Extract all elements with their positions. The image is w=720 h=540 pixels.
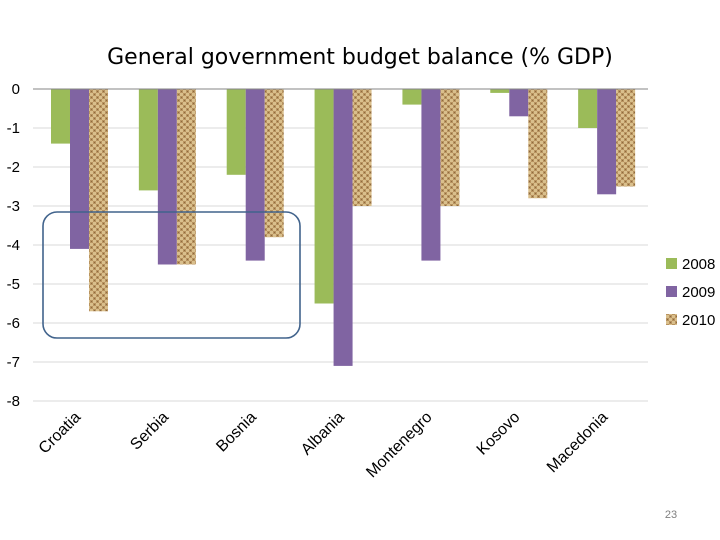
bar-2010-macedonia (616, 89, 636, 187)
bar-2009-kosovo (509, 89, 529, 117)
legend: 2008 2009 2010 (666, 256, 715, 329)
bar-2010-bosnia (264, 89, 284, 238)
bar-2010-albania (352, 89, 372, 206)
bar-2010-serbia (176, 89, 196, 265)
bar-2009-macedonia (597, 89, 617, 195)
y-tick-label: -8 (7, 393, 20, 410)
bar-2010-croatia (89, 89, 108, 312)
category-label: Bosnia (213, 409, 260, 456)
y-tick-label: 0 (12, 81, 20, 98)
bar-2010-kosovo (528, 89, 548, 199)
y-axis-ticks: 0 -1 -2 -3 -4 -5 -6 -7 -8 (7, 81, 20, 410)
bars (51, 89, 636, 366)
y-tick-label: -6 (7, 315, 20, 332)
category-label: Croatia (36, 409, 85, 458)
bar-2009-croatia (70, 89, 89, 249)
legend-swatch-2009 (666, 286, 677, 297)
bar-2009-bosnia (245, 89, 265, 261)
legend-swatch-2008 (666, 258, 677, 269)
page-number: 23 (665, 509, 677, 521)
y-tick-label: -5 (7, 276, 20, 293)
bar-2008-croatia (51, 89, 70, 144)
legend-swatch-2010 (666, 314, 677, 325)
y-tick-label: -3 (7, 198, 20, 215)
y-tick-label: -7 (7, 354, 20, 371)
bar-2008-montenegro (402, 89, 422, 105)
y-tick-label: -2 (7, 159, 20, 176)
category-label: Macedonia (544, 409, 611, 476)
highlight-box (42, 211, 301, 339)
bar-2008-bosnia (226, 89, 246, 175)
category-label: Kosovo (474, 409, 524, 459)
category-label: Albania (298, 409, 348, 459)
legend-label-2009: 2009 (682, 284, 715, 301)
category-labels: Croatia Serbia Bosnia Albania Montenegro Koso… (36, 409, 612, 481)
bar-2009-serbia (157, 89, 177, 265)
legend-label-2010: 2010 (682, 312, 715, 329)
bar-2008-kosovo (490, 89, 510, 93)
bar-2009-montenegro (421, 89, 441, 261)
y-tick-label: -1 (7, 120, 20, 137)
category-label: Montenegro (363, 409, 435, 481)
bar-2009-albania (333, 89, 353, 366)
bar-2008-serbia (138, 89, 158, 191)
y-tick-label: -4 (7, 237, 20, 254)
category-label: Serbia (127, 409, 172, 454)
chart-title: General government budget balance (% GDP… (107, 45, 613, 70)
legend-label-2008: 2008 (682, 256, 715, 273)
bar-2008-macedonia (578, 89, 598, 128)
bar-2010-montenegro (440, 89, 460, 206)
bar-2008-albania (314, 89, 334, 304)
